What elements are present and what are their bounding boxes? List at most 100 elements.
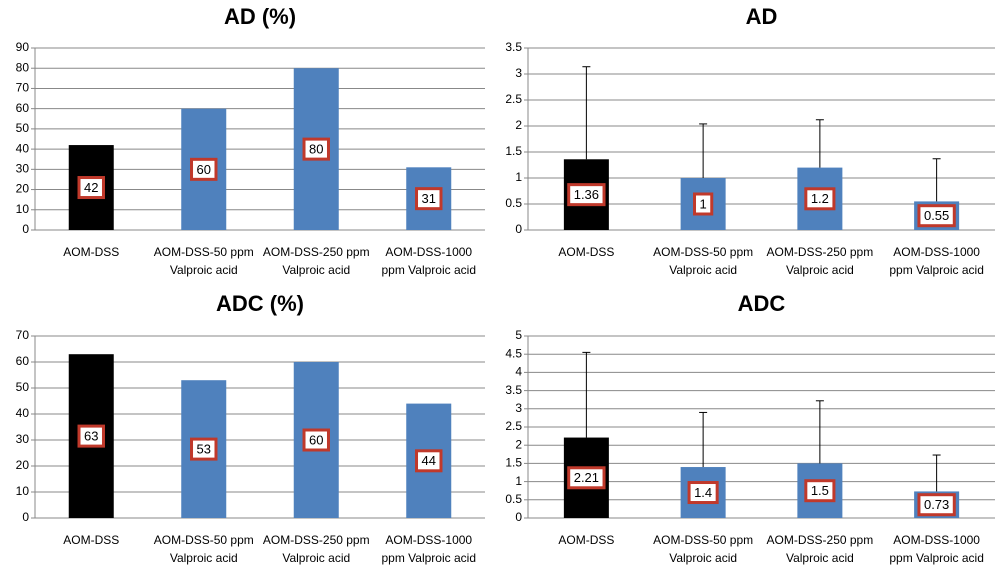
y-tick-label: 4.5 <box>505 346 522 360</box>
data-label-box <box>190 437 218 461</box>
data-label: 63 <box>84 429 98 444</box>
data-label: 80 <box>309 142 323 157</box>
data-label: 44 <box>422 453 436 468</box>
data-label-box <box>917 204 956 228</box>
data-label: 42 <box>84 180 98 195</box>
y-tick-label: 60 <box>16 354 30 368</box>
data-label: 0.73 <box>924 497 949 512</box>
x-tick-label: AOM-DSS <box>558 533 614 547</box>
x-tick-label: Valproic acid <box>669 263 737 277</box>
y-tick-label: 1.5 <box>505 144 522 158</box>
data-label-box <box>77 176 105 200</box>
data-label: 31 <box>422 191 436 206</box>
y-tick-label: 90 <box>16 40 30 54</box>
data-label: 53 <box>197 442 211 457</box>
data-label-box <box>302 137 330 161</box>
y-tick-label: 30 <box>16 162 30 176</box>
y-tick-label: 4 <box>515 365 522 379</box>
data-label: 1 <box>700 196 707 211</box>
y-tick-label: 2.5 <box>505 419 522 433</box>
y-tick-label: 3.5 <box>505 383 522 397</box>
chart-title: AD (%) <box>224 4 296 29</box>
y-tick-label: 30 <box>16 432 30 446</box>
y-tick-label: 0 <box>515 510 522 524</box>
data-label-box <box>415 449 443 473</box>
y-tick-label: 2 <box>515 437 522 451</box>
x-tick-label: AOM-DSS <box>63 533 119 547</box>
y-tick-label: 3.5 <box>505 40 522 54</box>
data-label-box <box>77 424 105 448</box>
data-label-box <box>567 183 606 207</box>
x-tick-label: Valproic acid <box>170 551 238 565</box>
x-tick-label: AOM-DSS <box>558 245 614 259</box>
y-tick-label: 50 <box>16 380 30 394</box>
data-label: 1.36 <box>574 187 599 202</box>
data-label-box <box>693 192 714 216</box>
x-tick-label: Valproic acid <box>786 263 854 277</box>
x-tick-label: Valproic acid <box>786 551 854 565</box>
y-tick-label: 70 <box>16 328 30 342</box>
x-tick-label: Valproic acid <box>669 551 737 565</box>
y-tick-label: 3 <box>515 401 522 415</box>
data-label-box <box>917 493 956 517</box>
data-label-box <box>190 157 218 181</box>
y-tick-label: 0 <box>515 222 522 236</box>
data-label: 2.21 <box>574 470 599 485</box>
y-tick-label: 0 <box>22 222 29 236</box>
x-tick-label: AOM-DSS <box>63 245 119 259</box>
x-tick-label: AOM-DSS-50 ppm <box>653 245 753 259</box>
x-tick-label: AOM-DSS-1000 <box>893 533 980 547</box>
x-tick-label: ppm Valproic acid <box>889 263 984 277</box>
data-label-box <box>804 187 836 211</box>
x-tick-label: AOM-DSS-50 ppm <box>154 245 254 259</box>
x-tick-label: ppm Valproic acid <box>889 551 984 565</box>
x-tick-label: AOM-DSS-1000 <box>385 533 472 547</box>
x-tick-label: AOM-DSS-250 ppm <box>263 245 370 259</box>
x-tick-label: AOM-DSS-250 ppm <box>767 245 874 259</box>
y-tick-label: 0 <box>22 510 29 524</box>
y-tick-label: 40 <box>16 141 30 155</box>
x-tick-label: ppm Valproic acid <box>382 263 477 277</box>
y-tick-label: 70 <box>16 81 30 95</box>
y-tick-label: 5 <box>515 328 522 342</box>
y-tick-label: 20 <box>16 182 30 196</box>
y-tick-label: 1 <box>515 474 522 488</box>
y-tick-label: 2 <box>515 118 522 132</box>
x-tick-label: AOM-DSS-1000 <box>893 245 980 259</box>
y-tick-label: 1.5 <box>505 456 522 470</box>
data-label: 0.55 <box>924 208 949 223</box>
x-tick-label: AOM-DSS-250 ppm <box>767 533 874 547</box>
x-tick-label: Valproic acid <box>282 551 350 565</box>
x-tick-label: AOM-DSS-50 ppm <box>653 533 753 547</box>
y-tick-label: 50 <box>16 121 30 135</box>
data-label-box <box>804 479 836 503</box>
data-label: 1.4 <box>694 485 712 500</box>
y-tick-label: 10 <box>16 484 30 498</box>
chart-title: ADC <box>738 291 786 316</box>
x-tick-label: ppm Valproic acid <box>382 551 477 565</box>
y-tick-label: 3 <box>515 66 522 80</box>
y-tick-label: 20 <box>16 458 30 472</box>
data-label: 60 <box>197 162 211 177</box>
y-tick-label: 80 <box>16 60 30 74</box>
y-tick-label: 0.5 <box>505 196 522 210</box>
data-label-box <box>302 428 330 452</box>
x-tick-label: AOM-DSS-1000 <box>385 245 472 259</box>
data-label: 1.2 <box>811 191 829 206</box>
data-label-box <box>687 481 719 505</box>
chart-title: ADC (%) <box>216 291 304 316</box>
y-tick-label: 60 <box>16 101 30 115</box>
y-tick-label: 0.5 <box>505 492 522 506</box>
chart-title: AD <box>746 4 778 29</box>
x-tick-label: Valproic acid <box>170 263 238 277</box>
y-tick-label: 2.5 <box>505 92 522 106</box>
y-tick-label: 1 <box>515 170 522 184</box>
data-label: 60 <box>309 432 323 447</box>
y-tick-label: 10 <box>16 202 30 216</box>
data-label-box <box>567 466 606 490</box>
data-label: 1.5 <box>811 483 829 498</box>
x-tick-label: AOM-DSS-50 ppm <box>154 533 254 547</box>
y-tick-label: 40 <box>16 406 30 420</box>
